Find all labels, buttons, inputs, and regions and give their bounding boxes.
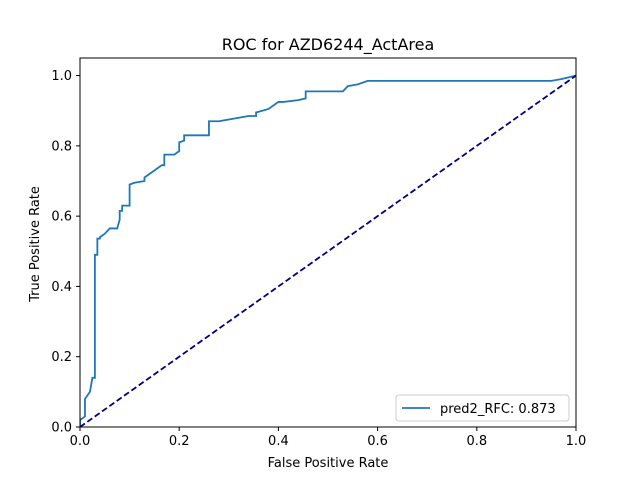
y-tick-label: 0.8 xyxy=(51,139,72,154)
x-axis-label: False Positive Rate xyxy=(268,456,389,471)
y-tick-label: 0.2 xyxy=(51,350,72,365)
y-tick-label: 0.4 xyxy=(51,280,72,295)
roc-curve-line xyxy=(80,74,576,427)
x-tick-label: 1.0 xyxy=(566,434,587,449)
y-tick-label: 0.6 xyxy=(51,210,72,225)
x-tick-label: 0.2 xyxy=(169,434,190,449)
y-tick-label: 0.0 xyxy=(51,421,72,436)
legend: pred2_RFC: 0.873 xyxy=(395,394,570,422)
x-tick-label: 0.0 xyxy=(70,434,91,449)
plot-frame xyxy=(79,57,577,428)
y-axis-label: True Positive Rate xyxy=(28,186,43,303)
x-tick-label: 0.8 xyxy=(466,434,487,449)
x-tick-label: 0.4 xyxy=(268,434,289,449)
y-tick-label: 1.0 xyxy=(51,69,72,84)
chart-title: ROC for AZD6244_ActArea xyxy=(222,35,435,55)
axes-layer: 0.0 0.2 0.4 0.6 0.8 1.0 0.0 0.2 0.4 0.6 0.8 1.0 xyxy=(51,57,587,449)
legend-label: pred2_RFC: 0.873 xyxy=(440,402,556,417)
x-tick-label: 0.6 xyxy=(367,434,388,449)
plot-layer xyxy=(80,74,576,427)
chance-diagonal-line xyxy=(80,74,576,427)
legend-box xyxy=(395,394,570,422)
